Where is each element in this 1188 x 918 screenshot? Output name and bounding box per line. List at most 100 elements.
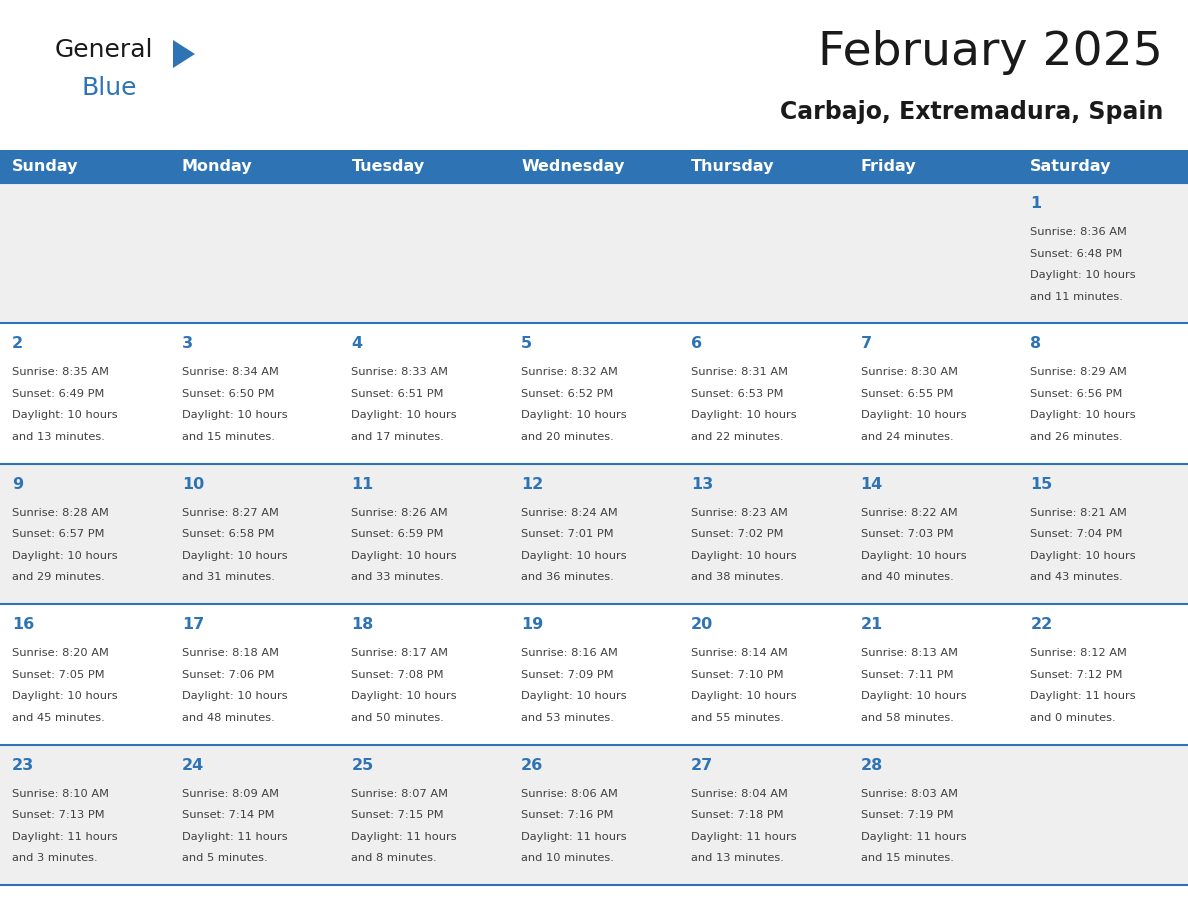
Text: and 33 minutes.: and 33 minutes. xyxy=(352,572,444,582)
Text: and 45 minutes.: and 45 minutes. xyxy=(12,712,105,722)
Bar xyxy=(848,604,1018,744)
Text: Daylight: 10 hours: Daylight: 10 hours xyxy=(522,551,627,561)
Text: Daylight: 10 hours: Daylight: 10 hours xyxy=(1030,410,1136,420)
Bar xyxy=(510,464,678,604)
Bar xyxy=(510,323,678,464)
Bar xyxy=(1018,323,1188,464)
Text: Sunset: 6:53 PM: Sunset: 6:53 PM xyxy=(691,389,783,399)
Text: and 24 minutes.: and 24 minutes. xyxy=(860,431,953,442)
Text: Daylight: 10 hours: Daylight: 10 hours xyxy=(860,551,966,561)
Text: and 3 minutes.: and 3 minutes. xyxy=(12,853,97,863)
Text: Sunrise: 8:12 AM: Sunrise: 8:12 AM xyxy=(1030,648,1127,658)
Text: 25: 25 xyxy=(352,757,374,773)
Text: and 38 minutes.: and 38 minutes. xyxy=(691,572,784,582)
Text: Daylight: 10 hours: Daylight: 10 hours xyxy=(691,410,796,420)
Text: Sunrise: 8:36 AM: Sunrise: 8:36 AM xyxy=(1030,227,1127,237)
Text: and 0 minutes.: and 0 minutes. xyxy=(1030,712,1116,722)
Text: Sunrise: 8:20 AM: Sunrise: 8:20 AM xyxy=(12,648,109,658)
Text: Sunrise: 8:18 AM: Sunrise: 8:18 AM xyxy=(182,648,279,658)
Bar xyxy=(1018,744,1188,885)
Text: Sunset: 7:01 PM: Sunset: 7:01 PM xyxy=(522,530,614,539)
Text: Daylight: 10 hours: Daylight: 10 hours xyxy=(1030,270,1136,280)
Text: Sunset: 6:59 PM: Sunset: 6:59 PM xyxy=(352,530,444,539)
Text: Sunset: 7:18 PM: Sunset: 7:18 PM xyxy=(691,810,783,820)
Text: Daylight: 11 hours: Daylight: 11 hours xyxy=(12,832,118,842)
Text: Sunrise: 8:06 AM: Sunrise: 8:06 AM xyxy=(522,789,618,799)
Text: Sunrise: 8:16 AM: Sunrise: 8:16 AM xyxy=(522,648,618,658)
Bar xyxy=(340,323,510,464)
Text: 27: 27 xyxy=(691,757,713,773)
Text: 14: 14 xyxy=(860,476,883,492)
Text: General: General xyxy=(55,38,153,62)
Text: Daylight: 11 hours: Daylight: 11 hours xyxy=(522,832,627,842)
Text: and 15 minutes.: and 15 minutes. xyxy=(182,431,274,442)
Bar xyxy=(170,464,340,604)
Text: Daylight: 10 hours: Daylight: 10 hours xyxy=(691,691,796,701)
Text: Daylight: 10 hours: Daylight: 10 hours xyxy=(182,691,287,701)
Bar xyxy=(340,464,510,604)
Text: February 2025: February 2025 xyxy=(819,30,1163,75)
Text: Sunset: 6:52 PM: Sunset: 6:52 PM xyxy=(522,389,613,399)
Text: Sunrise: 8:35 AM: Sunrise: 8:35 AM xyxy=(12,367,109,377)
Text: 3: 3 xyxy=(182,336,192,352)
Text: and 17 minutes.: and 17 minutes. xyxy=(352,431,444,442)
Text: Sunset: 7:12 PM: Sunset: 7:12 PM xyxy=(1030,670,1123,679)
Text: Sunrise: 8:13 AM: Sunrise: 8:13 AM xyxy=(860,648,958,658)
Text: Sunset: 7:16 PM: Sunset: 7:16 PM xyxy=(522,810,614,820)
Text: Daylight: 10 hours: Daylight: 10 hours xyxy=(860,691,966,701)
Text: Daylight: 11 hours: Daylight: 11 hours xyxy=(352,832,457,842)
Text: Sunset: 7:11 PM: Sunset: 7:11 PM xyxy=(860,670,953,679)
Text: and 40 minutes.: and 40 minutes. xyxy=(860,572,953,582)
Text: Sunset: 7:03 PM: Sunset: 7:03 PM xyxy=(860,530,953,539)
Text: Sunrise: 8:32 AM: Sunrise: 8:32 AM xyxy=(522,367,618,377)
Text: and 22 minutes.: and 22 minutes. xyxy=(691,431,783,442)
Text: Sunset: 7:14 PM: Sunset: 7:14 PM xyxy=(182,810,274,820)
Text: Sunrise: 8:14 AM: Sunrise: 8:14 AM xyxy=(691,648,788,658)
Text: Sunrise: 8:31 AM: Sunrise: 8:31 AM xyxy=(691,367,788,377)
Text: Daylight: 10 hours: Daylight: 10 hours xyxy=(352,691,457,701)
Text: Sunrise: 8:24 AM: Sunrise: 8:24 AM xyxy=(522,508,618,518)
Text: Daylight: 10 hours: Daylight: 10 hours xyxy=(522,691,627,701)
Text: Sunset: 7:04 PM: Sunset: 7:04 PM xyxy=(1030,530,1123,539)
Bar xyxy=(510,183,678,323)
Text: 19: 19 xyxy=(522,617,543,633)
Bar xyxy=(678,150,848,183)
Bar xyxy=(1018,464,1188,604)
Bar xyxy=(678,183,848,323)
Text: and 58 minutes.: and 58 minutes. xyxy=(860,712,954,722)
Text: Sunrise: 8:27 AM: Sunrise: 8:27 AM xyxy=(182,508,279,518)
Text: Daylight: 11 hours: Daylight: 11 hours xyxy=(182,832,287,842)
Text: Sunset: 6:48 PM: Sunset: 6:48 PM xyxy=(1030,249,1123,259)
Text: 10: 10 xyxy=(182,476,204,492)
Text: 12: 12 xyxy=(522,476,543,492)
Text: Blue: Blue xyxy=(82,76,138,100)
Bar xyxy=(848,464,1018,604)
Text: Sunrise: 8:21 AM: Sunrise: 8:21 AM xyxy=(1030,508,1127,518)
Bar xyxy=(0,150,170,183)
Bar xyxy=(170,150,340,183)
Bar xyxy=(678,744,848,885)
Text: 6: 6 xyxy=(691,336,702,352)
Text: Sunrise: 8:07 AM: Sunrise: 8:07 AM xyxy=(352,789,448,799)
Text: Sunset: 6:56 PM: Sunset: 6:56 PM xyxy=(1030,389,1123,399)
Text: Tuesday: Tuesday xyxy=(352,159,424,174)
Text: Daylight: 10 hours: Daylight: 10 hours xyxy=(352,410,457,420)
Text: Sunrise: 8:30 AM: Sunrise: 8:30 AM xyxy=(860,367,958,377)
Text: Sunrise: 8:33 AM: Sunrise: 8:33 AM xyxy=(352,367,448,377)
Text: Sunset: 6:51 PM: Sunset: 6:51 PM xyxy=(352,389,444,399)
Bar xyxy=(1018,150,1188,183)
Text: 26: 26 xyxy=(522,757,543,773)
Text: and 11 minutes.: and 11 minutes. xyxy=(1030,292,1123,301)
Text: 24: 24 xyxy=(182,757,204,773)
Text: Friday: Friday xyxy=(860,159,916,174)
Text: Daylight: 10 hours: Daylight: 10 hours xyxy=(12,691,118,701)
Text: 1: 1 xyxy=(1030,196,1042,211)
Text: Sunset: 7:08 PM: Sunset: 7:08 PM xyxy=(352,670,444,679)
Text: and 10 minutes.: and 10 minutes. xyxy=(522,853,614,863)
Polygon shape xyxy=(173,40,195,68)
Text: Daylight: 10 hours: Daylight: 10 hours xyxy=(352,551,457,561)
Text: Sunset: 7:13 PM: Sunset: 7:13 PM xyxy=(12,810,105,820)
Text: Daylight: 10 hours: Daylight: 10 hours xyxy=(860,410,966,420)
Text: Sunrise: 8:23 AM: Sunrise: 8:23 AM xyxy=(691,508,788,518)
Bar xyxy=(340,150,510,183)
